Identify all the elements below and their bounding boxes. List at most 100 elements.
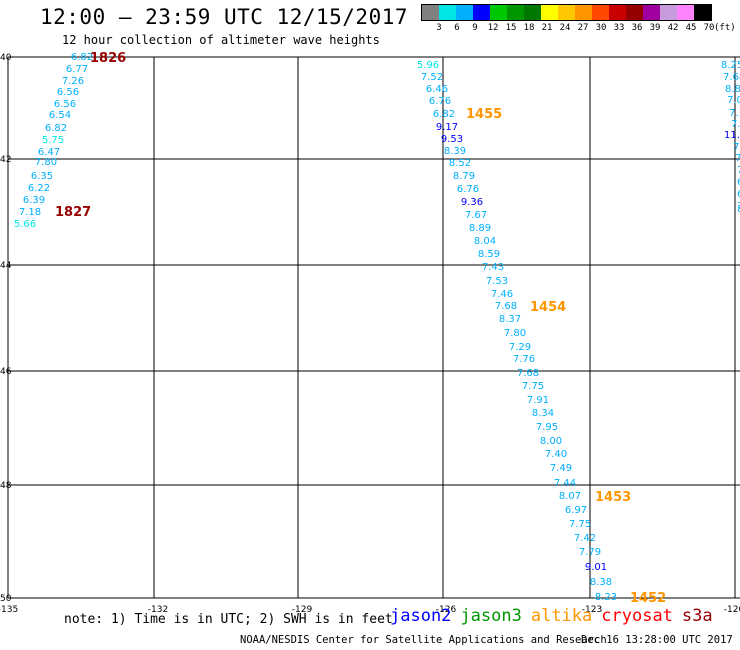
x-tick-label: -120 bbox=[724, 605, 740, 615]
wave-height-value: 7.43 bbox=[482, 262, 504, 273]
legend-label: 39 bbox=[649, 23, 661, 33]
wave-height-value: 8.07 bbox=[559, 491, 581, 502]
wave-height-value: 7.0 bbox=[727, 95, 740, 106]
wave-height-value: 7.46 bbox=[491, 289, 513, 300]
wave-height-value: 7.5 bbox=[731, 119, 740, 130]
y-tick-label: 50 bbox=[0, 594, 12, 604]
pass-time-label: 1452 bbox=[630, 591, 666, 606]
wave-height-value: 6.56 bbox=[57, 87, 79, 98]
pass-time-label: 1826 bbox=[90, 51, 126, 66]
wave-height-value: 9.53 bbox=[441, 134, 463, 145]
legend-label: 21 bbox=[541, 23, 553, 33]
wave-height-value: 7.44 bbox=[554, 478, 576, 489]
legend-swatch bbox=[660, 5, 677, 20]
y-tick-label: 46 bbox=[0, 367, 12, 377]
credit-line: NOAA/NESDIS Center for Satellite Applica… bbox=[240, 634, 607, 646]
y-tick-label: 44 bbox=[0, 261, 12, 271]
wave-height-value: 7 bbox=[737, 201, 740, 212]
map-subtitle: 12 hour collection of altimeter wave hei… bbox=[62, 33, 380, 47]
pass-time-label: 1454 bbox=[530, 300, 566, 315]
wave-height-value: 7.67 bbox=[465, 210, 487, 221]
wave-height-value: 7. bbox=[737, 165, 740, 176]
wave-height-value: 7.75 bbox=[522, 381, 544, 392]
satellite-label: jason2 bbox=[390, 606, 452, 626]
satellite-key: jason2 jason3 altika cryosat s3a bbox=[390, 606, 722, 626]
color-legend: 3 6 9 12 15 18 21 24 27 30 33 36 39 42 45 70 (ft) bbox=[421, 4, 736, 35]
wave-height-value: 7.95 bbox=[536, 422, 558, 433]
wave-height-value: 6.54 bbox=[49, 110, 71, 121]
legend-swatch bbox=[524, 5, 541, 20]
wave-height-value: 5.75 bbox=[42, 135, 64, 146]
wave-height-value: 9.01 bbox=[585, 562, 607, 573]
legend-swatch bbox=[473, 5, 490, 20]
legend-swatch bbox=[643, 5, 660, 20]
wave-height-value: 7.52 bbox=[421, 72, 443, 83]
pass-time-label: 1827 bbox=[55, 205, 91, 220]
wave-height-value: 8.23 bbox=[595, 592, 617, 603]
satellite-label: jason3 bbox=[460, 606, 522, 626]
wave-height-value: 6.56 bbox=[54, 99, 76, 110]
map-title: 12:00 – 23:59 UTC 12/15/2017 bbox=[40, 5, 409, 29]
legend-label: 42 bbox=[667, 23, 679, 33]
legend-swatch bbox=[422, 5, 439, 20]
wave-height-value: 6.76 bbox=[457, 184, 479, 195]
wave-height-value: 8.34 bbox=[532, 408, 554, 419]
x-tick-label: -126 bbox=[436, 605, 457, 615]
x-tick-label: -132 bbox=[148, 605, 168, 615]
legend-swatch bbox=[575, 5, 592, 20]
legend-label: 18 bbox=[523, 23, 535, 33]
wave-height-value: 6 bbox=[737, 189, 740, 200]
legend-label: 3 bbox=[436, 23, 442, 33]
wave-height-value: 7.18 bbox=[19, 207, 41, 218]
legend-label: 24 bbox=[559, 23, 571, 33]
legend-swatch bbox=[677, 5, 694, 20]
wave-height-value: 5.66 bbox=[14, 219, 36, 230]
wave-height-value: 6 bbox=[737, 177, 740, 188]
legend-unit: (ft) bbox=[714, 23, 736, 33]
wave-height-value: 7.80 bbox=[504, 328, 526, 339]
wave-height-value: 6.97 bbox=[565, 505, 587, 516]
legend-labels: 3 6 9 12 15 18 21 24 27 30 33 36 39 42 45 70 (ft) bbox=[421, 21, 735, 35]
legend-label: 27 bbox=[577, 23, 589, 33]
y-tick-label: 42 bbox=[0, 155, 11, 165]
satellite-label: altika bbox=[530, 606, 593, 626]
wave-height-value: 6.82 bbox=[45, 123, 67, 134]
wave-height-value: 9.17 bbox=[436, 122, 458, 133]
wave-height-value: 6.77 bbox=[66, 64, 88, 75]
legend-swatch bbox=[490, 5, 507, 20]
wave-height-value: 8.37 bbox=[499, 314, 521, 325]
wave-height-value: 7.80 bbox=[35, 157, 57, 168]
wave-height-value: 7.75 bbox=[569, 519, 591, 530]
legend-swatch bbox=[541, 5, 558, 20]
wave-height-value: 6.46 bbox=[426, 84, 448, 95]
legend-label: 12 bbox=[487, 23, 499, 33]
wave-height-value: 7. bbox=[735, 153, 740, 164]
wave-height-value: 7.68 bbox=[517, 368, 539, 379]
legend-label: 6 bbox=[454, 23, 460, 33]
wave-height-value: 7.29 bbox=[509, 342, 531, 353]
legend-label: 70 bbox=[703, 23, 715, 33]
legend-label: 33 bbox=[613, 23, 625, 33]
satellite-label: s3a bbox=[681, 606, 713, 626]
generation-timestamp: Dec 16 13:28:00 UTC 2017 bbox=[581, 634, 733, 646]
legend-swatch bbox=[439, 5, 456, 20]
legend-label: 30 bbox=[595, 23, 607, 33]
pass-time-label: 1453 bbox=[595, 490, 631, 505]
wave-height-value: 7.76 bbox=[513, 354, 535, 365]
wave-height-value: 7.26 bbox=[62, 76, 84, 87]
wave-height-value: 7.53 bbox=[486, 276, 508, 287]
wave-height-value: 8.04 bbox=[474, 236, 496, 247]
wave-height-value: 7.79 bbox=[579, 547, 601, 558]
wave-height-value: 7.42 bbox=[574, 533, 596, 544]
legend-swatches bbox=[421, 4, 712, 21]
legend-swatch bbox=[609, 5, 626, 20]
pass-time-label: 1455 bbox=[466, 107, 502, 122]
legend-swatch bbox=[507, 5, 524, 20]
wave-height-value: 7.1 bbox=[729, 108, 740, 119]
wave-height-value: 6.35 bbox=[31, 171, 53, 182]
wave-height-value: 7.40 bbox=[545, 449, 567, 460]
satellite-label: cryosat bbox=[601, 606, 673, 626]
wave-height-value: 8 bbox=[737, 204, 740, 215]
